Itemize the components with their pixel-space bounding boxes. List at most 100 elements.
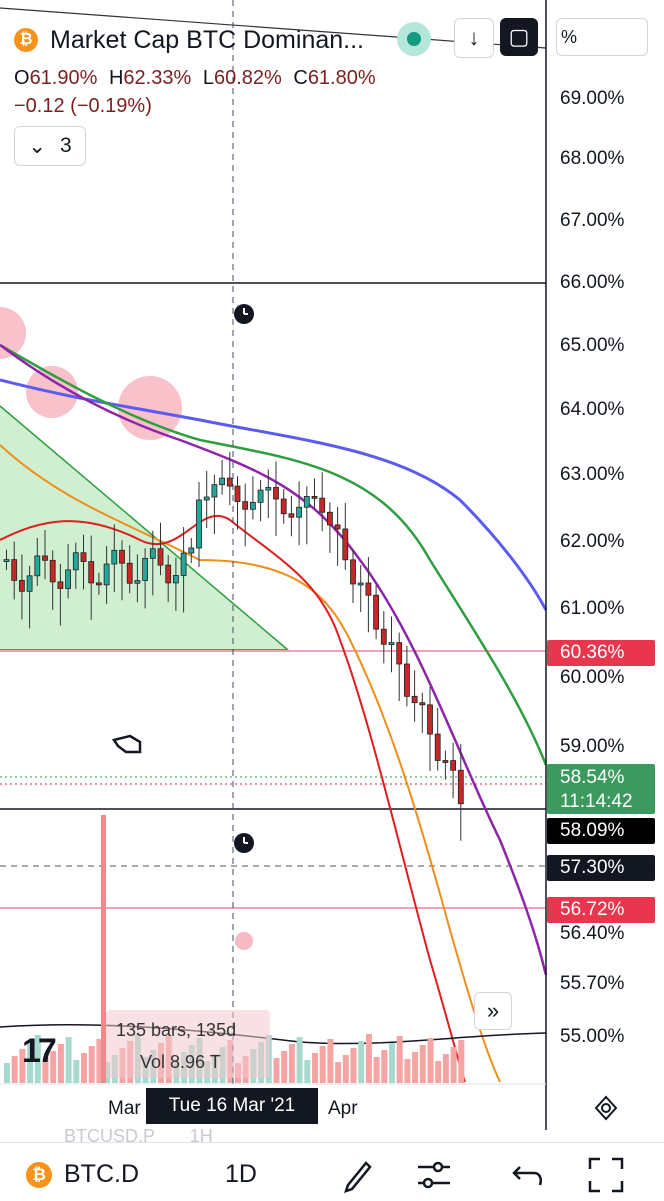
- high-value: 62.33%: [123, 67, 192, 89]
- volume-bar: [4, 1063, 10, 1083]
- alarm-clock-icon[interactable]: [234, 304, 254, 324]
- candle-body: [34, 555, 41, 577]
- candle-body: [18, 579, 25, 592]
- price-tick: 68.00%: [560, 148, 625, 169]
- volume-bar: [381, 1050, 388, 1083]
- pen-icon[interactable]: [338, 1155, 378, 1195]
- unit-selector[interactable]: %: [556, 18, 648, 56]
- time-tick: Mar: [108, 1098, 141, 1119]
- volume-bar: [96, 1039, 103, 1083]
- candle-body: [111, 549, 118, 565]
- open-value: 61.90%: [29, 67, 98, 89]
- candle-body: [265, 487, 272, 491]
- candle-body: [219, 477, 226, 486]
- close-label: C: [293, 67, 308, 89]
- fullscreen-corners-icon[interactable]: [586, 1155, 626, 1195]
- pointing-hand-icon[interactable]: [111, 734, 142, 754]
- volume-bar: [34, 1035, 41, 1083]
- candle-body: [373, 594, 380, 630]
- candle-body: [303, 496, 310, 508]
- volume-bar: [296, 1037, 303, 1083]
- market-status-icon[interactable]: [397, 22, 431, 56]
- price-label-pink-2: 56.72%: [547, 897, 655, 923]
- volume-bar: [19, 1049, 26, 1083]
- volume-bar: [342, 1055, 349, 1083]
- download-arrow-icon[interactable]: ↓: [454, 18, 494, 58]
- volume-bar: [419, 1045, 426, 1083]
- low-label: L: [202, 67, 214, 89]
- scroll-right-icon[interactable]: »: [474, 992, 512, 1030]
- volume-bar: [335, 1062, 342, 1083]
- ma-red-line: [0, 514, 466, 1083]
- indicators-toggle[interactable]: ⌄ 3: [14, 126, 86, 166]
- undo-icon[interactable]: [508, 1155, 548, 1195]
- bottom-symbol-button[interactable]: ₿ BTC.D: [26, 1160, 139, 1189]
- fullscreen-icon[interactable]: ▢: [500, 18, 538, 56]
- price-tick: 61.00%: [560, 598, 625, 619]
- symbol-header[interactable]: ₿ Market Cap BTC Dominan...: [14, 22, 380, 58]
- indicators-count: 3: [59, 134, 72, 157]
- candle-body: [3, 559, 10, 562]
- candle-body: [103, 563, 110, 586]
- ma-blue-line: [0, 378, 548, 611]
- alarm-clock-icon[interactable]: [234, 833, 254, 853]
- volume-bar: [57, 1044, 64, 1083]
- candle-body: [226, 477, 233, 487]
- candle-body: [350, 559, 356, 585]
- interval-button[interactable]: 1D: [225, 1160, 257, 1188]
- volume-text: Vol 8.96 T: [140, 1052, 221, 1072]
- candle-body: [257, 489, 264, 503]
- settings-gear-icon[interactable]: [592, 1094, 620, 1122]
- candle-body: [65, 569, 71, 589]
- volume-bar: [273, 1058, 280, 1083]
- volume-bar: [27, 1042, 34, 1083]
- candle-body: [165, 564, 172, 584]
- ma-purple-line: [0, 343, 548, 976]
- candle-body: [42, 555, 48, 561]
- volume-bar: [365, 1034, 372, 1083]
- price-tick: 69.00%: [560, 88, 625, 109]
- bottom-toolbar: ₿ BTC.D 1D: [0, 1142, 664, 1201]
- candle-body: [203, 496, 210, 501]
- highlight-circle: [0, 307, 26, 359]
- bitcoin-icon: ₿: [14, 28, 38, 52]
- faded-symbol-text: BTCUSD.P 1H: [64, 1126, 213, 1147]
- sliders-icon[interactable]: [414, 1155, 454, 1195]
- candle-body: [142, 557, 149, 581]
- price-label-pink: 60.36%: [547, 640, 655, 666]
- tradingview-logo[interactable]: 17: [22, 1032, 57, 1070]
- volume-bar: [319, 1046, 326, 1083]
- crosshair-time-label: Tue 16 Mar '21: [146, 1088, 318, 1124]
- price-tick: 59.00%: [560, 736, 625, 757]
- candle-body: [334, 524, 341, 530]
- volume-bar: [65, 1037, 72, 1083]
- volume-legend: 135 bars, 135d Vol 8.96 T: [106, 1010, 270, 1078]
- alarm-clock-icon[interactable]: [235, 932, 253, 950]
- low-value: 60.82%: [213, 67, 282, 89]
- candle-body: [88, 561, 95, 584]
- volume-bar: [42, 1058, 49, 1083]
- candle-body: [96, 582, 102, 586]
- candle-body: [380, 628, 387, 645]
- candle-body: [280, 498, 287, 515]
- ma-green-line: [0, 343, 548, 766]
- faded-interval: 1H: [189, 1126, 213, 1146]
- volume-bar: [396, 1036, 403, 1083]
- price-tick: 65.00%: [560, 335, 625, 356]
- highlight-circle: [118, 376, 182, 440]
- open-label: O: [14, 67, 30, 89]
- volume-bar: [373, 1057, 380, 1083]
- last-price-value: 58.54%: [560, 767, 625, 788]
- candle-body: [49, 559, 56, 583]
- volume-bar: [288, 1044, 295, 1083]
- candle-body: [273, 487, 279, 500]
- candle-body: [288, 513, 295, 518]
- candle-body: [242, 501, 249, 510]
- symbol-title[interactable]: Market Cap BTC Dominan...: [50, 25, 364, 54]
- bitcoin-icon: ₿: [26, 1161, 52, 1188]
- price-label-dashed: 57.30%: [547, 855, 655, 881]
- price-label-level: 58.09%: [547, 818, 655, 844]
- price-tick: 56.40%: [560, 923, 625, 944]
- volume-bar: [88, 1046, 95, 1083]
